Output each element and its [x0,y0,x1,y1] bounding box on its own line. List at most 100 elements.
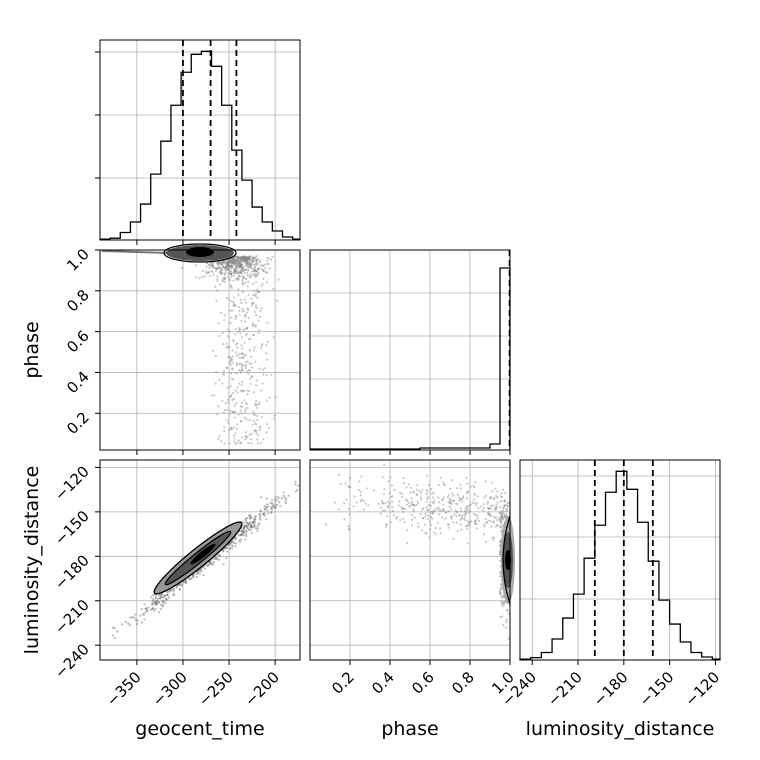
scatter-point [205,272,208,275]
scatter-point [232,261,235,265]
scatter-point [156,602,159,605]
scatter-point [235,264,238,267]
scatter-point [225,261,228,264]
scatter-point [241,255,245,258]
scatter-point [506,501,509,504]
scatter-point [503,504,506,507]
scatter-point [266,505,269,508]
scatter-point [234,265,237,268]
scatter-point [246,332,249,336]
scatter-point [266,256,269,260]
scatter-point [228,355,231,359]
scatter-point [229,547,232,550]
scatter-point [226,262,230,265]
scatter-point [194,275,198,279]
scatter-point [411,503,414,507]
scatter-point [465,506,468,509]
scatter-point [493,508,496,511]
ld-geocent-density-peak [190,543,216,565]
scatter-point [489,507,492,510]
scatter-point [191,574,194,577]
scatter-point [215,267,219,270]
scatter-point [246,260,249,264]
scatter-point [252,294,255,297]
scatter-point [501,602,504,605]
scatter-point [254,304,258,307]
scatter-point [486,506,490,510]
scatter-point [230,377,233,380]
scatter-point [261,382,264,385]
scatter-point [348,513,352,516]
scatter-point [264,271,268,274]
scatter-point [236,256,239,260]
scatter-point [251,323,254,327]
scatter-point [214,266,217,270]
scatter-point [499,592,502,595]
scatter-point [337,473,341,477]
scatter-point [217,261,220,264]
scatter-point [229,284,232,287]
scatter-point [253,260,256,263]
scatter-point [222,266,225,269]
scatter-point [424,515,427,518]
scatter-point [261,344,264,347]
scatter-point [254,360,257,363]
scatter-point [426,497,429,501]
scatter-point [274,396,277,399]
scatter-point [236,331,240,334]
scatter-point [135,622,138,626]
ld-phase-contour [502,515,511,605]
scatter-point [223,267,226,270]
scatter-point [152,602,156,605]
scatter-point [500,530,503,534]
scatter-point [265,374,268,377]
scatter-point [259,441,262,444]
scatter-point [214,285,217,288]
scatter-point [470,520,473,523]
scatter-point [234,410,237,413]
scatter-point [156,600,159,603]
scatter-point [214,354,217,358]
scatter-point [359,490,362,493]
scatter-point [501,518,504,521]
scatter-point [243,259,246,262]
scatter-point [500,517,504,520]
scatter-point [491,504,495,507]
scatter-point [223,319,226,322]
scatter-point [486,502,489,505]
scatter-point [230,300,233,303]
scatter-point [241,275,244,278]
scatter-point [238,270,241,273]
ld-hist-histogram [519,470,721,660]
scatter-point [448,497,451,501]
scatter-point [246,258,249,261]
scatter-point [250,524,253,528]
scatter-point [505,608,508,611]
scatter-point [245,261,249,264]
scatter-point [239,362,242,365]
scatter-point [456,502,459,506]
scatter-point [388,502,391,505]
scatter-point [238,356,241,359]
scatter-point [241,258,244,261]
scatter-point [151,594,154,597]
scatter-point [381,501,384,504]
scatter-point [495,503,498,506]
scatter-point [462,496,465,500]
scatter-point [233,271,236,274]
scatter-point [211,266,214,269]
phase-hist-frame [309,249,511,451]
ld-phase-points [324,463,512,640]
scatter-point [347,485,350,488]
scatter-point [241,258,244,261]
scatter-point [236,346,239,349]
scatter-point [452,499,455,502]
scatter-point [419,496,423,499]
scatter-point [225,366,228,369]
scatter-point [247,258,250,261]
scatter-point [500,514,503,517]
scatter-point [240,319,243,322]
scatter-point [258,261,262,264]
scatter-point [492,515,495,518]
scatter-point [217,405,220,408]
